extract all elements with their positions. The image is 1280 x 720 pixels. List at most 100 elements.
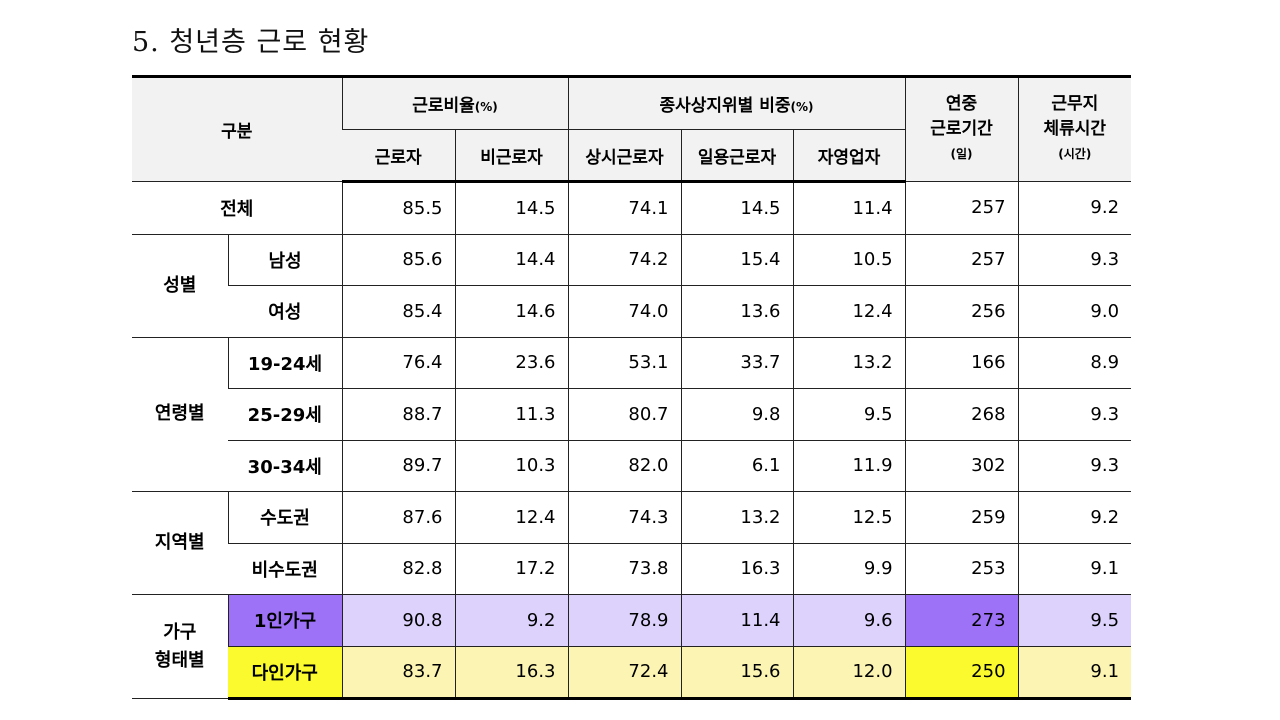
group-label-household-line2: 형태별 bbox=[154, 649, 205, 671]
cell-value: 13.2 bbox=[792, 337, 906, 389]
cell-value: 80.7 bbox=[567, 388, 681, 441]
cell-value: 10.5 bbox=[792, 234, 906, 286]
cell-value: 85.4 bbox=[341, 285, 455, 338]
row-label-capital-area: 수도권 bbox=[227, 491, 342, 544]
cell-value: 9.2 bbox=[1017, 181, 1132, 235]
header-status-share: 종사상지위별 비중(%) bbox=[567, 75, 906, 130]
cell-value: 11.4 bbox=[680, 594, 793, 647]
cell-value: 259 bbox=[904, 491, 1019, 544]
cell-value: 11.9 bbox=[792, 440, 906, 492]
header-status-share-label: 종사상지위별 비중 bbox=[659, 96, 791, 116]
cell-value: 302 bbox=[904, 440, 1019, 492]
cell-value: 72.4 bbox=[567, 646, 681, 700]
cell-value: 73.8 bbox=[567, 543, 681, 595]
page-title: 5. 청년층 근로 현황 bbox=[132, 27, 370, 58]
cell-value: 11.4 bbox=[792, 181, 906, 235]
cell-value: 9.0 bbox=[1017, 285, 1132, 338]
cell-value: 9.1 bbox=[1017, 646, 1132, 700]
row-label-total: 전체 bbox=[132, 181, 342, 235]
header-stay-hours-line1: 근무지 bbox=[1051, 94, 1099, 114]
cell-value: 13.2 bbox=[680, 491, 793, 544]
row-label-non-capital-area: 비수도권 bbox=[228, 543, 342, 595]
header-work-rate: 근로비율(%) bbox=[341, 75, 568, 130]
cell-value: 10.3 bbox=[454, 440, 568, 492]
row-label-age-19-24: 19-24세 bbox=[227, 337, 342, 389]
group-label-sex: 성별 bbox=[132, 234, 228, 338]
group-label-region: 지역별 bbox=[132, 491, 228, 595]
row-label-female: 여성 bbox=[228, 285, 342, 338]
header-daily: 일용근로자 bbox=[680, 129, 793, 183]
header-annual-days: 연중 근로기간 (일) bbox=[904, 75, 1019, 182]
cell-value: 78.9 bbox=[567, 594, 681, 647]
cell-value: 9.9 bbox=[792, 543, 906, 595]
cell-value: 76.4 bbox=[341, 337, 455, 389]
header-stay-hours-line2: 체류시간 bbox=[1043, 119, 1107, 139]
cell-value-highlight: 273 bbox=[904, 594, 1019, 647]
cell-value: 83.7 bbox=[341, 646, 455, 700]
header-non-worker: 비근로자 bbox=[454, 129, 568, 183]
cell-value: 87.6 bbox=[341, 491, 455, 544]
cell-value: 74.3 bbox=[567, 491, 681, 544]
cell-value: 74.1 bbox=[567, 181, 681, 235]
cell-value: 11.3 bbox=[454, 388, 568, 441]
cell-value: 9.5 bbox=[1017, 594, 1132, 647]
group-label-household-line1: 가구 bbox=[163, 621, 197, 643]
cell-value: 17.2 bbox=[454, 543, 568, 595]
table-row: 여성 85.4 14.6 74.0 13.6 12.4 256 9.0 bbox=[132, 285, 1132, 338]
cell-value: 12.0 bbox=[792, 646, 906, 700]
cell-value: 16.3 bbox=[680, 543, 793, 595]
header-stay-hours: 근무지 체류시간 (시간) bbox=[1017, 75, 1132, 182]
header-regular: 상시근로자 bbox=[567, 129, 681, 183]
header-stay-hours-unit: (시간) bbox=[1058, 147, 1092, 161]
header-category: 구분 bbox=[132, 75, 342, 182]
cell-value: 9.2 bbox=[454, 594, 568, 647]
cell-value: 14.4 bbox=[454, 234, 568, 286]
cell-value: 14.5 bbox=[454, 181, 568, 235]
table-row: 다인가구 83.7 16.3 72.4 15.6 12.0 250 9.1 bbox=[132, 646, 1132, 700]
group-label-age: 연령별 bbox=[132, 337, 228, 492]
cell-value: 257 bbox=[904, 234, 1019, 286]
row-label-age-25-29: 25-29세 bbox=[228, 388, 342, 441]
cell-value: 253 bbox=[904, 543, 1019, 595]
row-label-single-household: 1인가구 bbox=[227, 594, 342, 647]
youth-work-status-table: 구분 근로비율(%) 종사상지위별 비중(%) 연중 근로기간 (일) 근무지 … bbox=[132, 75, 1132, 700]
header-worker: 근로자 bbox=[342, 129, 455, 183]
table-row: 지역별 수도권 87.6 12.4 74.3 13.2 12.5 259 9.2 bbox=[132, 491, 1132, 595]
cell-value: 88.7 bbox=[341, 388, 455, 441]
cell-value: 9.3 bbox=[1017, 440, 1132, 492]
cell-value: 9.3 bbox=[1017, 234, 1132, 286]
cell-value: 9.6 bbox=[792, 594, 906, 647]
cell-value: 33.7 bbox=[680, 337, 793, 389]
cell-value: 12.5 bbox=[792, 491, 906, 544]
cell-value: 82.8 bbox=[341, 543, 455, 595]
table-row: 성별 남성 85.6 14.4 74.2 15.4 10.5 257 9.3 bbox=[132, 234, 1132, 338]
cell-value: 82.0 bbox=[567, 440, 681, 492]
cell-value: 74.0 bbox=[567, 285, 681, 338]
row-label-age-30-34: 30-34세 bbox=[228, 440, 342, 492]
table-row: 가구 형태별 1인가구 90.8 9.2 78.9 11.4 9.6 273 9… bbox=[132, 594, 1132, 699]
header-annual-days-unit: (일) bbox=[950, 147, 973, 161]
cell-value: 15.4 bbox=[680, 234, 793, 286]
cell-value: 12.4 bbox=[792, 285, 906, 338]
cell-value: 85.5 bbox=[341, 181, 455, 235]
cell-value: 8.9 bbox=[1017, 337, 1132, 389]
cell-value: 74.2 bbox=[567, 234, 681, 286]
cell-value: 16.3 bbox=[454, 646, 568, 700]
cell-value: 12.4 bbox=[454, 491, 568, 544]
cell-value: 9.8 bbox=[680, 388, 793, 441]
cell-value: 9.3 bbox=[1017, 388, 1132, 441]
cell-value: 89.7 bbox=[341, 440, 455, 492]
cell-value: 13.6 bbox=[680, 285, 793, 338]
cell-value: 23.6 bbox=[454, 337, 568, 389]
header-annual-days-line1: 연중 bbox=[945, 94, 978, 114]
row-label-multi-household: 다인가구 bbox=[228, 646, 342, 700]
row-label-male: 남성 bbox=[227, 234, 342, 286]
header-self-employed: 자영업자 bbox=[792, 129, 906, 183]
cell-value: 166 bbox=[904, 337, 1019, 389]
table-row: 25-29세 88.7 11.3 80.7 9.8 9.5 268 9.3 bbox=[132, 388, 1132, 441]
table-row: 연령별 19-24세 76.4 23.6 53.1 33.7 13.2 166 … bbox=[132, 337, 1132, 492]
cell-value: 9.1 bbox=[1017, 543, 1132, 595]
cell-value: 268 bbox=[904, 388, 1019, 441]
cell-value: 9.2 bbox=[1017, 491, 1132, 544]
cell-value: 15.6 bbox=[680, 646, 793, 700]
